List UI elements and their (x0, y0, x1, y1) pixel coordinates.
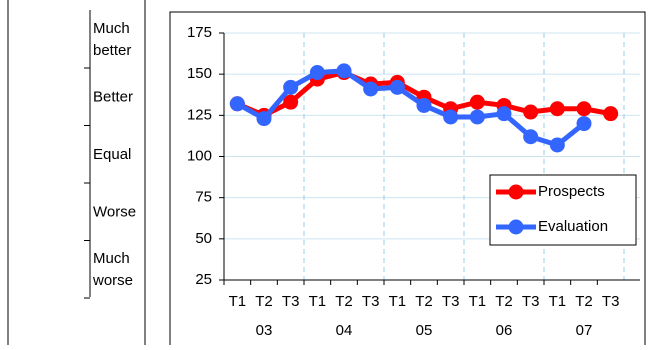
y-tick-label: 150 (187, 65, 212, 82)
scale-label: worse (92, 272, 133, 289)
data-point (469, 94, 485, 110)
scale-label: Worse (93, 203, 136, 220)
data-point (229, 96, 245, 112)
data-point (523, 104, 539, 120)
scale-label: Much (93, 20, 130, 37)
x-tick-label: T1 (469, 293, 487, 310)
chart-border (169, 11, 646, 350)
scale-label: better (93, 42, 131, 59)
data-point (496, 106, 512, 122)
x-tick-label: T1 (229, 293, 247, 310)
x-tick-label: T2 (255, 293, 273, 310)
scale-label: Much (93, 250, 130, 267)
data-point (443, 109, 459, 125)
data-point (603, 106, 619, 122)
x-tick-label: T1 (549, 293, 567, 310)
x-tick-label: T1 (309, 293, 327, 310)
x-tick-label: T3 (362, 293, 380, 310)
y-tick-label: 100 (187, 147, 212, 164)
y-tick-label: 125 (187, 106, 212, 123)
x-tick-label: T2 (495, 293, 513, 310)
legend-marker (508, 184, 524, 200)
legend-marker (508, 219, 524, 235)
legend-label: Evaluation (538, 218, 608, 235)
data-point (283, 94, 299, 110)
data-point (576, 116, 592, 132)
scale-label: Equal (93, 146, 131, 163)
data-point (309, 65, 325, 81)
data-point (336, 63, 352, 79)
x-tick-label: T3 (282, 293, 300, 310)
x-tick-label: T2 (415, 293, 433, 310)
x-group-label: 06 (496, 322, 513, 339)
data-point (469, 109, 485, 125)
y-tick-label: 50 (195, 230, 212, 247)
scale-label: Better (93, 88, 133, 105)
x-tick-label: T2 (575, 293, 593, 310)
y-tick-label: 25 (195, 271, 212, 288)
data-point (549, 101, 565, 117)
data-point (283, 79, 299, 95)
data-point (523, 129, 539, 145)
x-tick-label: T3 (602, 293, 620, 310)
x-group-label: 07 (576, 322, 593, 339)
y-tick-label: 75 (195, 189, 212, 206)
data-point (576, 101, 592, 117)
x-group-label: 04 (336, 322, 353, 339)
x-tick-label: T3 (522, 293, 540, 310)
data-point (549, 137, 565, 153)
data-point (363, 81, 379, 97)
y-tick-label: 175 (187, 24, 212, 41)
x-group-label: 05 (416, 322, 433, 339)
data-point (389, 79, 405, 95)
x-tick-label: T2 (335, 293, 353, 310)
data-point (256, 111, 272, 127)
x-tick-label: T1 (389, 293, 407, 310)
x-tick-label: T3 (442, 293, 460, 310)
data-point (416, 97, 432, 113)
legend-label: Prospects (538, 183, 605, 200)
x-group-label: 03 (256, 322, 273, 339)
